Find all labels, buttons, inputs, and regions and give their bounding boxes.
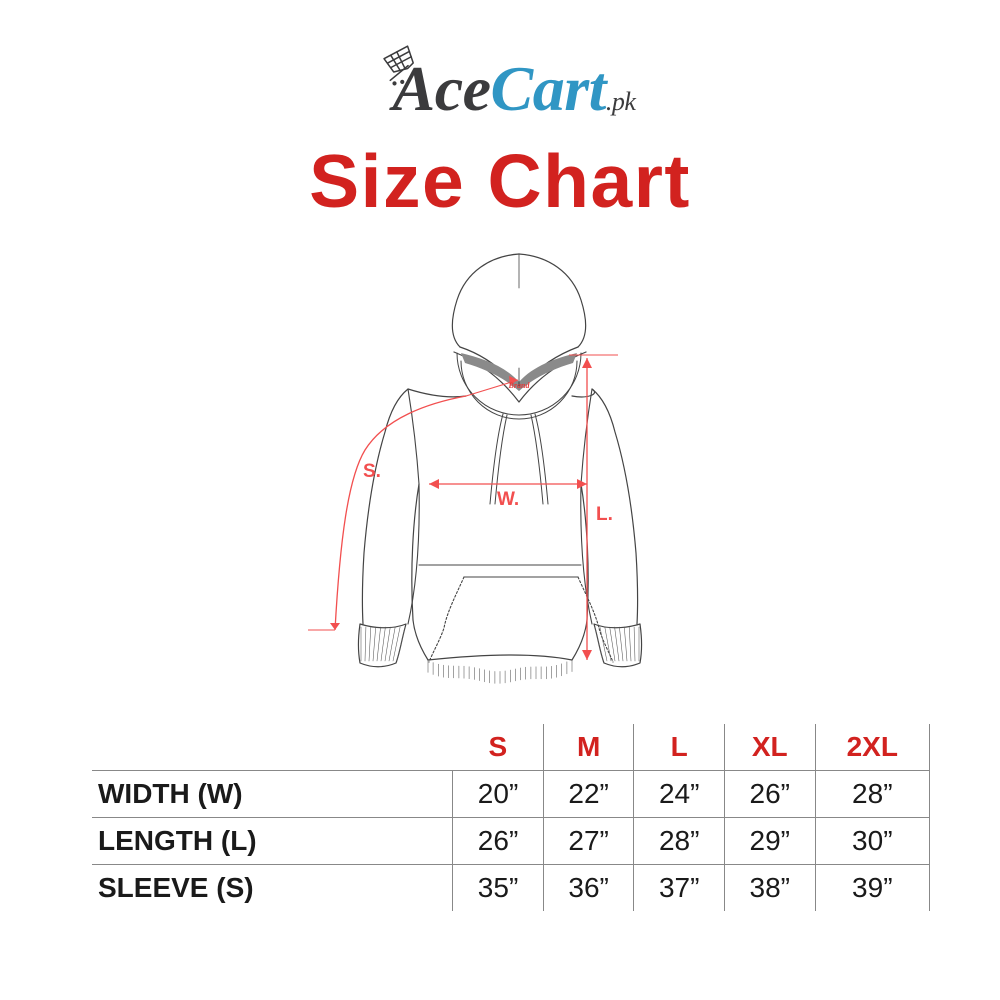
svg-text:L.: L. xyxy=(596,504,613,525)
svg-text:Brand: Brand xyxy=(508,381,531,390)
svg-text:W.: W. xyxy=(497,489,519,510)
svg-text:S.: S. xyxy=(363,461,381,482)
